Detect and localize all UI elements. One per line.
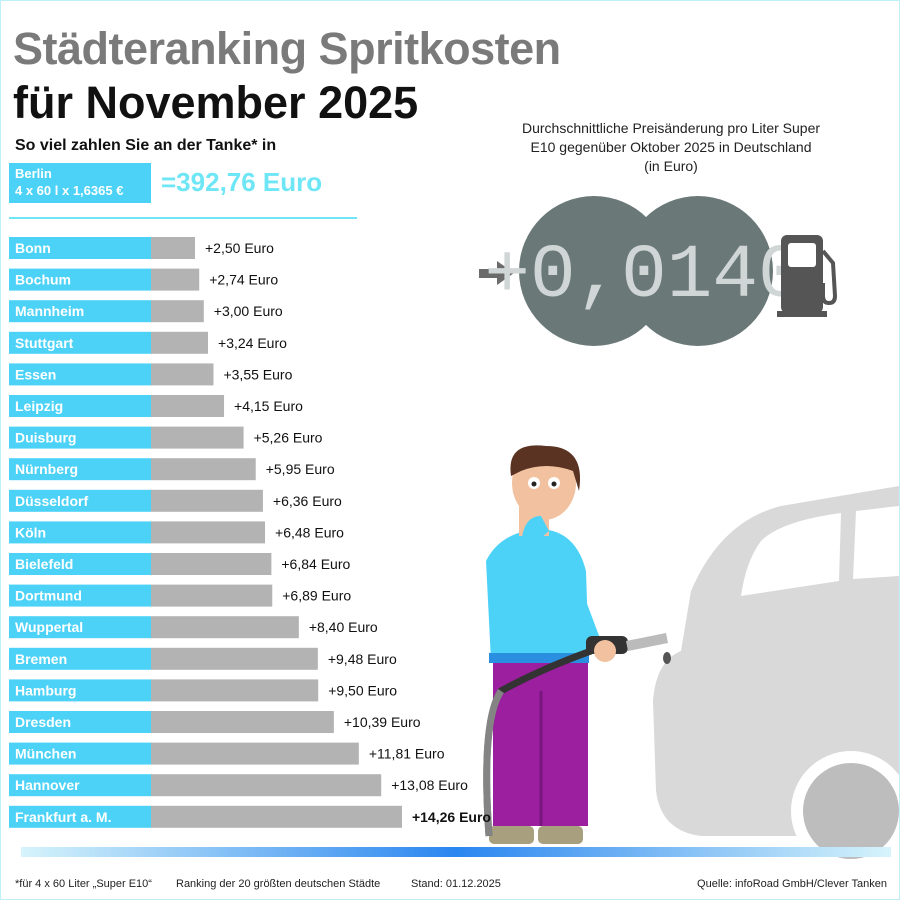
bar <box>151 458 256 481</box>
category-label: Köln <box>15 524 46 540</box>
bar <box>151 395 225 417</box>
category-label-bg <box>9 331 151 354</box>
category-label: Leipzig <box>15 398 63 414</box>
data-label: +6,48 Euro <box>275 524 344 540</box>
arrow-right-icon <box>479 261 514 285</box>
source-note: Quelle: infoRoad GmbH/Clever Tanken <box>697 878 887 890</box>
category-label-bg <box>9 521 151 544</box>
data-label: +9,50 Euro <box>328 682 397 698</box>
title-line1: Städteranking Spritkosten <box>13 23 561 74</box>
bar <box>151 711 334 733</box>
category-label-bg <box>9 711 151 733</box>
bar <box>151 553 272 575</box>
data-label: +4,15 Euro <box>234 398 303 414</box>
category-label: Düsseldorf <box>15 493 88 509</box>
data-label: +8,40 Euro <box>309 619 378 635</box>
bar <box>151 647 318 670</box>
category-label-bg <box>9 647 151 670</box>
category-label-bg <box>9 395 151 417</box>
category-label-bg <box>9 489 151 512</box>
category-label-bg <box>9 268 151 291</box>
category-label-bg <box>9 805 151 828</box>
data-label: +3,00 Euro <box>214 303 283 319</box>
bar <box>151 616 299 639</box>
bar <box>151 268 200 291</box>
bar <box>151 426 244 449</box>
bar <box>151 742 359 765</box>
category-label-bg <box>9 742 151 765</box>
category-label: Stuttgart <box>15 335 74 351</box>
data-label: +14,26 Euro <box>412 809 491 825</box>
category-label: Duisburg <box>15 430 76 446</box>
category-label-bg <box>9 616 151 639</box>
bar <box>151 237 195 259</box>
data-label: +10,39 Euro <box>344 714 421 730</box>
car-illustration <box>653 486 899 871</box>
berlin-formula: 4 x 60 l x 1,6365 € <box>15 183 124 198</box>
category-label-bg <box>9 363 151 386</box>
category-label: Wuppertal <box>15 619 83 635</box>
category-label: Bochum <box>15 272 71 288</box>
category-label: Essen <box>15 366 56 382</box>
category-label-bg <box>9 426 151 449</box>
data-label: +3,55 Euro <box>223 366 292 382</box>
category-label: Dresden <box>15 714 71 730</box>
data-label: +11,81 Euro <box>369 746 445 762</box>
category-label-bg <box>9 774 151 797</box>
avg-change-label: Durchschnittliche Preisänderung pro Lite… <box>521 120 821 174</box>
ranking-note: Ranking der 20 größten deutschen Städte <box>176 878 381 890</box>
footnote: *für 4 x 60 Liter „Super E10“ <box>15 878 152 890</box>
data-label: +2,74 Euro <box>209 272 278 288</box>
bar <box>151 679 319 702</box>
bar <box>151 363 214 386</box>
date-note: Stand: 01.12.2025 <box>411 878 501 890</box>
category-label: Bonn <box>15 240 51 256</box>
category-label-bg <box>9 237 151 259</box>
data-label: +3,24 Euro <box>218 335 287 351</box>
price-gauge: +0,0140 <box>484 196 804 346</box>
avg-change-value: +0,0140 <box>484 233 803 319</box>
category-label-bg <box>9 458 151 481</box>
category-label: Hannover <box>15 777 80 793</box>
category-label-bg <box>9 584 151 607</box>
category-label-bg <box>9 679 151 702</box>
decorative-strip <box>21 847 891 857</box>
bar <box>151 805 402 828</box>
data-label: +13,08 Euro <box>391 777 468 793</box>
bar <box>151 489 263 512</box>
category-label: Nürnberg <box>15 461 78 477</box>
berlin-total: =392,76 Euro <box>161 167 323 197</box>
category-label: München <box>15 746 76 762</box>
data-label: +6,36 Euro <box>273 493 342 509</box>
bar <box>151 331 209 354</box>
category-label-bg <box>9 300 151 323</box>
bar <box>151 584 273 607</box>
data-label: +9,48 Euro <box>328 651 397 667</box>
data-label: +5,26 Euro <box>254 430 323 446</box>
title-line2: für November 2025 <box>13 77 419 128</box>
person-illustration <box>483 445 671 844</box>
category-label: Frankfurt a. M. <box>15 809 111 825</box>
category-label: Dortmund <box>15 588 82 604</box>
subtitle: So viel zahlen Sie an der Tanke* in <box>15 137 277 154</box>
category-label: Bielefeld <box>15 556 73 572</box>
data-label: +6,89 Euro <box>282 588 351 604</box>
berlin-label: Berlin 4 x 60 l x 1,6365 € <box>9 163 151 203</box>
bar <box>151 300 204 323</box>
data-label: +2,50 Euro <box>205 240 274 256</box>
category-label: Mannheim <box>15 303 84 319</box>
berlin-city: Berlin <box>15 166 52 181</box>
fuel-pump-icon <box>777 235 838 317</box>
bar <box>151 521 266 544</box>
divider <box>9 217 357 219</box>
category-label: Bremen <box>15 651 67 667</box>
data-label: +6,84 Euro <box>281 556 350 572</box>
category-label-bg <box>9 553 151 575</box>
data-label: +5,95 Euro <box>266 461 335 477</box>
bar <box>151 774 382 797</box>
category-label: Hamburg <box>15 682 76 698</box>
